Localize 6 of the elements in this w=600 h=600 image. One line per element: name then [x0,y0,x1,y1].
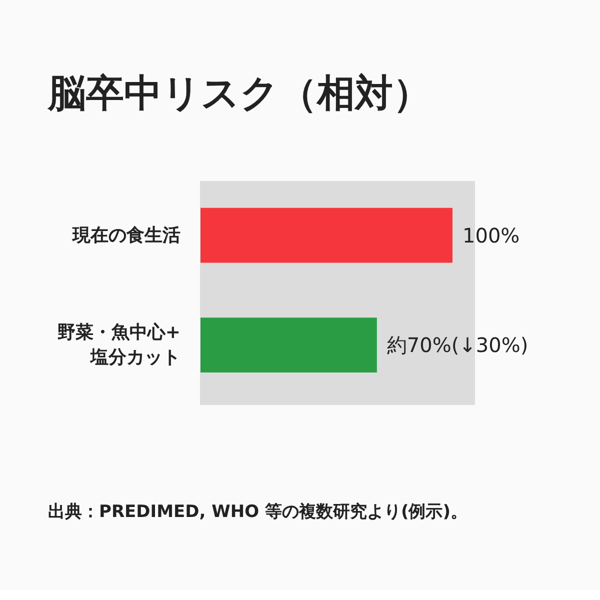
y-tick-label: 現在の食生活 [72,224,180,246]
data-label: 約70%(↓30%) [386,333,528,358]
y-tick-label: 野菜・魚中心+塩分カット [57,322,181,368]
data-label: 100% [462,223,520,248]
source-note: 出典：PREDIMED, WHO 等の複数研究より(例示)。 [48,501,468,524]
chart-title: 脳卒中リスク（相対） [48,70,431,117]
